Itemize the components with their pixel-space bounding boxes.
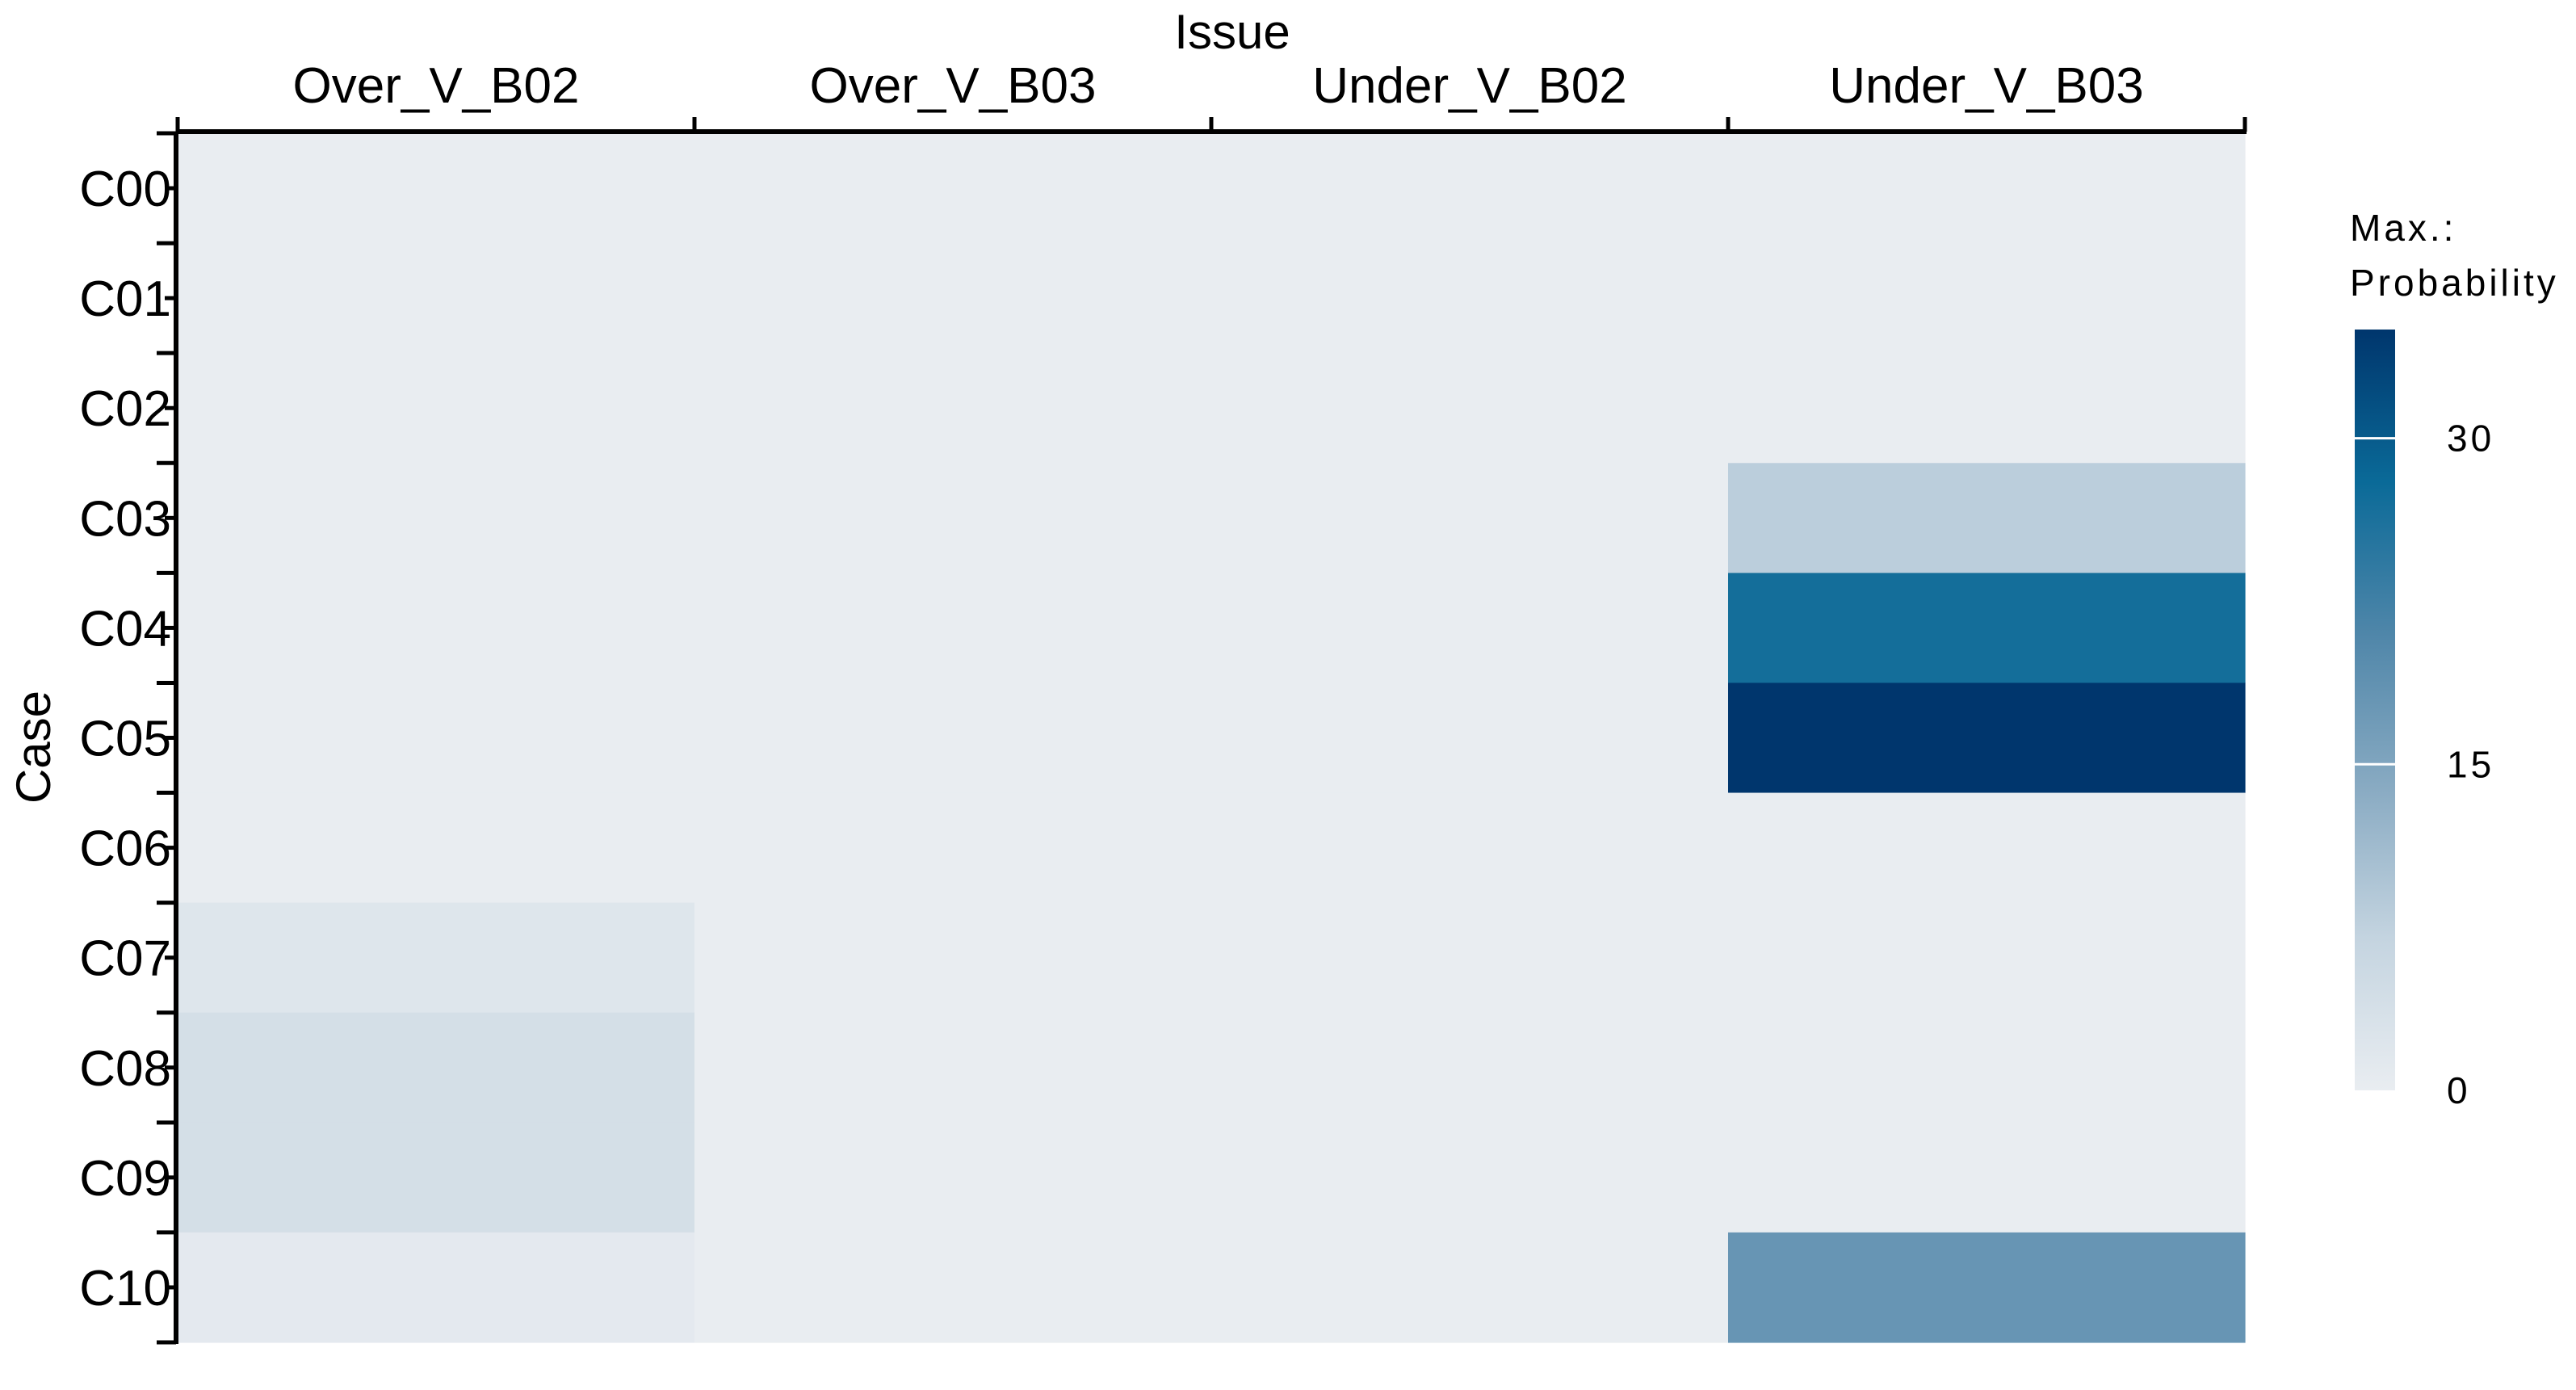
- heatmap-cell: [694, 243, 1212, 354]
- legend-tick-label: 30: [2447, 418, 2494, 460]
- heatmap-cell: [178, 1012, 695, 1123]
- heatmap-cell: [178, 573, 695, 684]
- heatmap-cell: [1728, 1232, 2246, 1343]
- heatmap-cell: [1211, 682, 1729, 794]
- heatmap-cell: [1728, 133, 2246, 244]
- legend-ticks: 0 15 30: [2355, 418, 2494, 1111]
- y-tick-label: C01: [79, 271, 171, 327]
- heatmap-cell: [1728, 792, 2246, 904]
- heatmap-cell: [1211, 1232, 1729, 1343]
- heatmap-cell: [1211, 463, 1729, 573]
- color-legend: Max.: Probability 0 15 30: [2350, 207, 2559, 1111]
- legend-color-bar: [2355, 330, 2395, 1090]
- x-tick-label: Under_V_B02: [1312, 58, 1627, 114]
- legend-tick-label: 15: [2447, 743, 2494, 785]
- heatmap-cell: [1211, 243, 1729, 354]
- x-tick-label: Under_V_B03: [1829, 58, 2144, 114]
- x-tick-label: Over_V_B02: [293, 58, 580, 114]
- heatmap-cell: [1211, 1012, 1729, 1123]
- tick-labels: Over_V_B02 Over_V_B03 Under_V_B02 Under_V_B…: [79, 58, 2144, 1317]
- heatmap-cells: [178, 133, 2246, 1343]
- x-axis-title: Issue: [1174, 5, 1290, 59]
- heatmap-cell: [178, 792, 695, 904]
- y-tick-label: C03: [79, 491, 171, 547]
- y-axis-title: Case: [6, 691, 61, 804]
- y-tick-label: C06: [79, 821, 171, 877]
- heatmap-cell: [694, 133, 1212, 244]
- heatmap-cell: [1211, 1122, 1729, 1233]
- axes: [157, 117, 2247, 1345]
- heatmap-cell: [1728, 682, 2246, 794]
- y-tick-label: C09: [79, 1151, 171, 1207]
- y-tick-label: C07: [79, 931, 171, 987]
- heatmap-cell: [694, 902, 1212, 1014]
- heatmap-cell: [1728, 1012, 2246, 1123]
- heatmap-cell: [1211, 133, 1729, 244]
- legend-title-line2: Probability: [2350, 262, 2559, 304]
- y-tick-label: C00: [79, 162, 171, 217]
- heatmap-cell: [178, 243, 695, 354]
- heatmap-cell: [178, 682, 695, 794]
- heatmap-cell: [178, 133, 695, 244]
- heatmap-cell: [694, 1122, 1212, 1233]
- y-tick-label: C02: [79, 381, 171, 437]
- heatmap-cell: [694, 1232, 1212, 1343]
- heatmap-cell: [178, 1122, 695, 1233]
- heatmap-cell: [1728, 353, 2246, 464]
- heatmap-cell: [178, 353, 695, 464]
- heatmap-cell: [694, 792, 1212, 904]
- x-tick-label: Over_V_B03: [810, 58, 1097, 114]
- legend-title-line1: Max.:: [2350, 207, 2456, 249]
- y-tick-label: C04: [79, 601, 171, 657]
- heatmap-cell: [694, 682, 1212, 794]
- y-tick-label: C10: [79, 1261, 171, 1317]
- heatmap-cell: [1211, 353, 1729, 464]
- y-tick-label: C08: [79, 1041, 171, 1097]
- heatmap-cell: [694, 463, 1212, 573]
- heatmap-cell: [1211, 902, 1729, 1014]
- heatmap-cell: [178, 902, 695, 1014]
- heatmap-cell: [1211, 573, 1729, 684]
- heatmap-cell: [1728, 1122, 2246, 1233]
- heatmap-cell: [1211, 792, 1729, 904]
- heatmap-cell: [1728, 902, 2246, 1014]
- y-tick-label: C05: [79, 712, 171, 767]
- heatmap-cell: [694, 573, 1212, 684]
- heatmap-cell: [1728, 243, 2246, 354]
- heatmap-cell: [694, 353, 1212, 464]
- heatmap-cell: [694, 1012, 1212, 1123]
- heatmap-cell: [178, 1232, 695, 1343]
- legend-tick-label: 0: [2447, 1069, 2471, 1111]
- heatmap-cell: [1728, 573, 2246, 684]
- heatmap-cell: [178, 463, 695, 573]
- heatmap-cell: [1728, 463, 2246, 573]
